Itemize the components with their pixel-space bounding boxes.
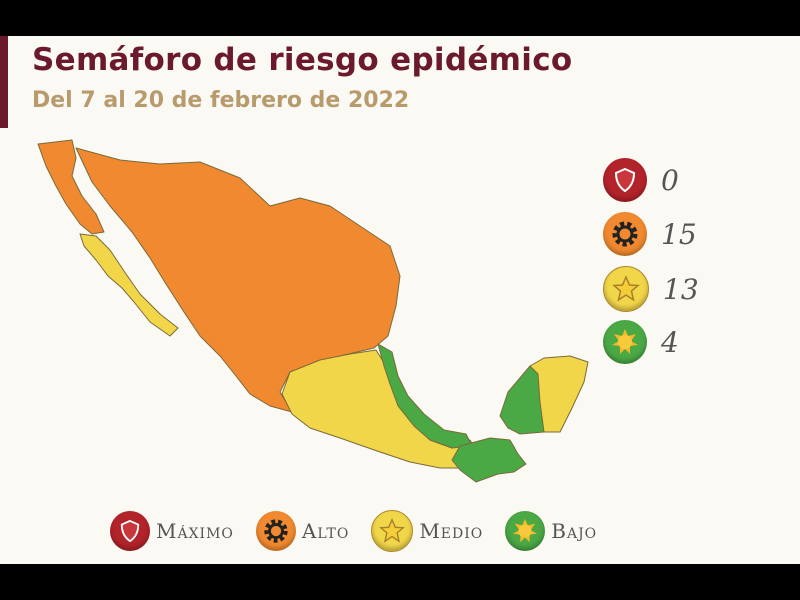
- shield-icon: [110, 511, 150, 551]
- legend-label: Medio: [419, 519, 484, 543]
- page-title: Semáforo de riesgo epidémico: [32, 42, 573, 78]
- count-value: 15: [661, 217, 697, 251]
- count-value: 13: [663, 272, 699, 306]
- state-baja-california: [37, 139, 105, 235]
- gear-icon: [603, 212, 647, 256]
- sun-icon: [603, 320, 647, 364]
- count-alto: 15: [603, 212, 697, 256]
- region-yucatan-yellow: [529, 355, 589, 433]
- legend-label: Alto: [301, 519, 350, 543]
- count-value: 0: [661, 163, 679, 197]
- legend-item-medio: Medio: [371, 510, 483, 552]
- count-medio: 13: [603, 266, 699, 312]
- semaforo-card: Semáforo de riesgo epidémico Del 7 al 20…: [0, 36, 800, 564]
- count-bajo: 4: [603, 320, 679, 364]
- count-value: 4: [661, 325, 679, 359]
- count-maximo: 0: [603, 158, 679, 202]
- mexico-map: [37, 139, 589, 483]
- legend-item-alto: Alto: [255, 511, 350, 551]
- star-icon: [371, 510, 414, 552]
- legend-label: Máximo: [156, 519, 234, 543]
- state-campeche: [499, 365, 545, 435]
- legend-item-bajo: Bajo: [505, 511, 597, 551]
- legend: Máximo Alto Medio Bajo: [110, 510, 619, 552]
- gear-icon: [255, 511, 296, 551]
- accent-bar: [0, 36, 8, 128]
- page-subtitle: Del 7 al 20 de febrero de 2022: [32, 88, 410, 113]
- sun-icon: [505, 511, 546, 551]
- legend-label: Bajo: [551, 519, 598, 543]
- region-central-yellow: [281, 349, 481, 469]
- legend-item-maximo: Máximo: [110, 511, 234, 551]
- region-southeast-green: [451, 437, 527, 483]
- shield-icon: [603, 158, 647, 202]
- state-baja-california-sur: [79, 233, 179, 337]
- star-icon: [603, 266, 649, 312]
